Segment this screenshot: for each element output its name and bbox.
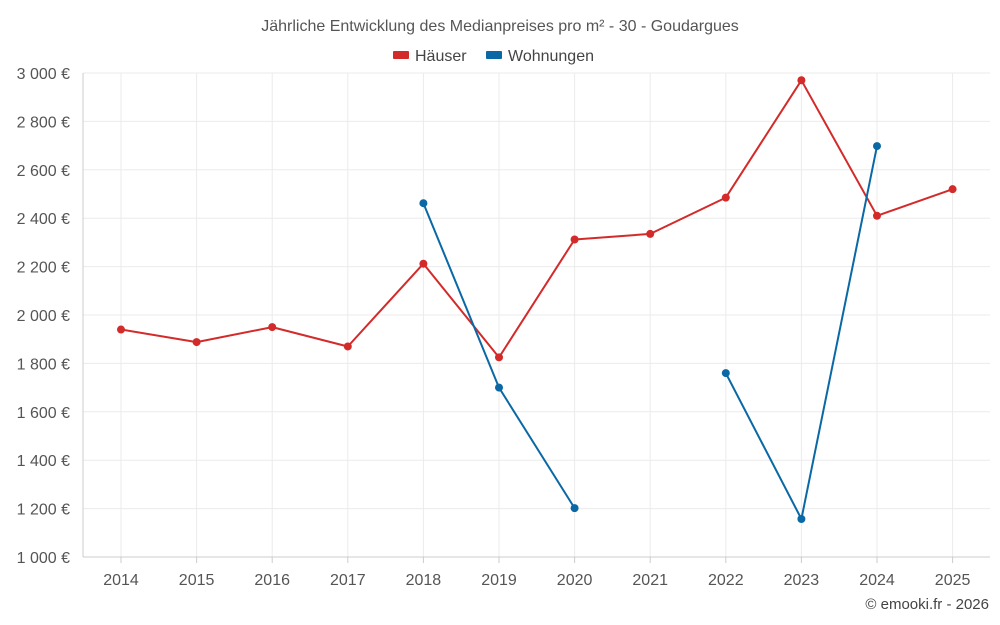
- y-tick-label: 1 200 €: [17, 502, 70, 519]
- data-point-haeuser-2023[interactable]: [797, 76, 806, 85]
- data-point-haeuser-2021[interactable]: [646, 229, 655, 238]
- data-point-haeuser-2022[interactable]: [721, 193, 730, 202]
- x-tick-label: 2023: [784, 572, 820, 589]
- data-point-wohnungen-2019[interactable]: [495, 383, 503, 392]
- x-tick-label: 2021: [632, 572, 668, 589]
- data-point-haeuser-2018[interactable]: [419, 259, 428, 268]
- legend-label-haeuser[interactable]: Häuser: [415, 48, 467, 65]
- y-tick-label: 1 800 €: [17, 356, 70, 373]
- y-tick-label: 2 400 €: [17, 211, 70, 228]
- axes: 1 000 € 1 200 € 1 400 € 1 600 € 1 800 € 2 000…: [17, 66, 990, 589]
- x-tick-label: 2014: [103, 572, 139, 589]
- data-point-wohnungen-2022[interactable]: [721, 369, 730, 378]
- x-tick-label: 2020: [557, 572, 593, 589]
- series-line-haeuser: [120, 79, 953, 359]
- x-tick-label: 2022: [708, 572, 744, 589]
- x-tick-label: 2015: [179, 572, 215, 589]
- data-point-wohnungen-2018[interactable]: [419, 199, 428, 208]
- x-tick-label: 2024: [859, 572, 895, 589]
- data-point-wohnungen-2023[interactable]: [797, 515, 806, 524]
- legend-swatch-haeuser[interactable]: [393, 51, 409, 59]
- y-tick-label: 2 000 €: [17, 308, 70, 325]
- y-tick-label: 1 400 €: [17, 453, 70, 470]
- y-tick-label: 1 600 €: [17, 405, 70, 422]
- legend-label-wohnungen[interactable]: Wohnungen: [508, 48, 594, 65]
- chart-title: Jährliche Entwicklung des Medianpreises …: [261, 18, 739, 35]
- legend-swatch-wohnungen[interactable]: [486, 51, 502, 59]
- data-point-haeuser-2016[interactable]: [268, 323, 277, 332]
- series: [117, 76, 957, 524]
- y-tick-label: 2 200 €: [17, 260, 70, 277]
- grid: [83, 72, 990, 557]
- x-tick-label: 2017: [330, 572, 366, 589]
- data-point-haeuser-2025[interactable]: [948, 185, 957, 194]
- copyright-footer: © emooki.fr - 2026: [865, 596, 989, 613]
- data-point-haeuser-2014[interactable]: [117, 325, 125, 334]
- series-haeuser: [117, 76, 957, 362]
- data-point-wohnungen-2024[interactable]: [873, 142, 881, 151]
- y-tick-label: 2 600 €: [17, 163, 70, 180]
- legend: Häuser Wohnungen: [393, 48, 594, 65]
- data-point-haeuser-2017[interactable]: [343, 342, 352, 351]
- x-tick-label: 2018: [406, 572, 442, 589]
- data-point-haeuser-2015[interactable]: [192, 338, 201, 347]
- series-wohnungen: [419, 142, 881, 524]
- data-point-haeuser-2020[interactable]: [570, 235, 579, 244]
- y-tick-label: 3 000 €: [17, 66, 70, 83]
- x-tick-label: 2016: [254, 572, 290, 589]
- data-point-wohnungen-2020[interactable]: [570, 504, 579, 513]
- data-point-haeuser-2024[interactable]: [873, 211, 881, 220]
- data-point-haeuser-2019[interactable]: [495, 353, 503, 362]
- x-tick-label: 2019: [481, 572, 517, 589]
- x-tick-label: 2025: [935, 572, 971, 589]
- y-tick-label: 1 000 €: [17, 550, 70, 567]
- y-tick-label: 2 800 €: [17, 114, 70, 131]
